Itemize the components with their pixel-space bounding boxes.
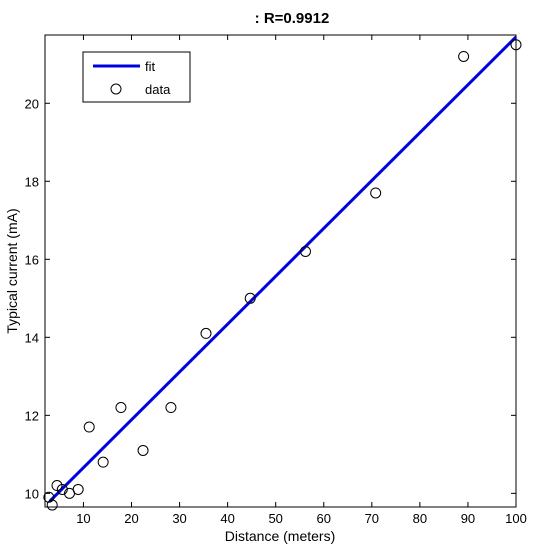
y-tick-label: 10 bbox=[25, 486, 39, 501]
data-point bbox=[43, 491, 55, 503]
legend-data-label: data bbox=[145, 82, 171, 97]
x-tick-label: 50 bbox=[268, 511, 282, 526]
y-tick-label: 16 bbox=[25, 252, 39, 267]
data-point bbox=[510, 39, 522, 51]
legend-fit-label: fit bbox=[145, 59, 156, 74]
y-tick-label: 18 bbox=[25, 174, 39, 189]
data-point bbox=[56, 483, 68, 495]
data-point bbox=[46, 499, 58, 511]
data-series bbox=[43, 39, 522, 511]
data-point bbox=[244, 292, 256, 304]
data-point bbox=[97, 456, 109, 468]
x-tick-label: 30 bbox=[172, 511, 186, 526]
x-tick-label: 10 bbox=[76, 511, 90, 526]
y-tick-label: 12 bbox=[25, 408, 39, 423]
y-tick-label: 20 bbox=[25, 96, 39, 111]
y-axis: 10 12 14 16 18 20 bbox=[25, 96, 516, 501]
x-tick-label: 20 bbox=[124, 511, 138, 526]
x-tick-label: 70 bbox=[365, 511, 379, 526]
legend-box bbox=[82, 51, 191, 103]
x-tick-label: 90 bbox=[461, 511, 475, 526]
fit-series bbox=[48, 35, 518, 503]
x-axis-label: Distance (meters) bbox=[225, 528, 335, 544]
chart-title: : R=0.9912 bbox=[255, 10, 330, 27]
legend-data-swatch bbox=[110, 83, 122, 95]
x-tick-label: 40 bbox=[220, 511, 234, 526]
data-point bbox=[370, 187, 382, 199]
data-point bbox=[137, 444, 149, 456]
data-point bbox=[299, 245, 311, 257]
data-point bbox=[165, 402, 177, 414]
fit-line bbox=[48, 35, 518, 503]
y-axis-label: Typical current (mA) bbox=[4, 208, 20, 333]
data-point bbox=[83, 421, 95, 433]
data-point bbox=[458, 50, 470, 62]
x-tick-label: 60 bbox=[317, 511, 331, 526]
x-tick-label: 100 bbox=[505, 511, 527, 526]
legend: fit data bbox=[82, 51, 191, 103]
data-point bbox=[200, 327, 212, 339]
x-tick-label: 80 bbox=[413, 511, 427, 526]
data-point bbox=[72, 483, 84, 495]
y-tick-label: 14 bbox=[25, 330, 39, 345]
x-axis: 10 20 30 40 50 60 70 80 90 100 bbox=[76, 35, 527, 526]
data-point bbox=[115, 402, 127, 414]
